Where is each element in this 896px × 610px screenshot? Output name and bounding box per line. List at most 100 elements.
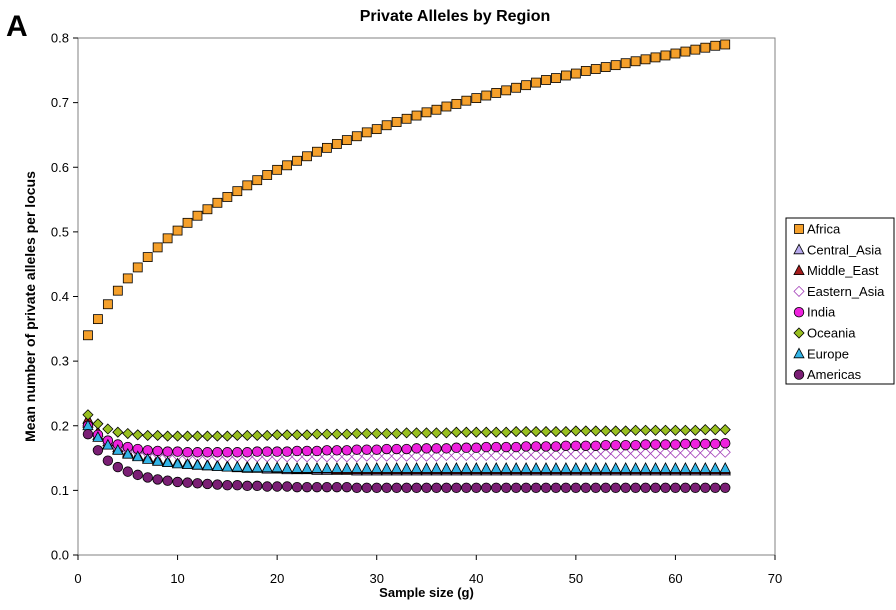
point-africa-50 [570, 68, 581, 79]
point-oceania-20 [271, 429, 283, 441]
point-europe-53 [600, 462, 612, 473]
point-africa-25 [322, 142, 332, 153]
point-americas-28 [351, 482, 363, 493]
point-oceania-3 [102, 423, 114, 435]
point-oceania-49 [560, 426, 572, 438]
point-europe-5 [122, 447, 134, 459]
point-oceania-27 [341, 428, 353, 440]
point-india-57 [640, 439, 651, 450]
legend-marker-central-asia [793, 243, 805, 255]
point-africa-35 [421, 107, 432, 118]
point-africa-20 [272, 164, 283, 175]
point-eastern-asia-43 [500, 449, 512, 461]
point-india-56 [630, 439, 641, 451]
point-eastern-asia-60 [669, 447, 681, 459]
point-africa-7 [142, 252, 153, 262]
point-americas-15 [222, 480, 233, 491]
point-india-65 [720, 437, 731, 449]
point-americas-31 [381, 482, 392, 493]
point-oceania-53 [600, 425, 612, 437]
point-oceania-30 [371, 427, 383, 440]
point-africa-59 [660, 50, 671, 61]
point-india-58 [650, 439, 661, 450]
point-africa-17 [242, 180, 253, 191]
point-oceania-13 [201, 430, 214, 442]
point-americas-39 [461, 482, 472, 493]
point-oceania-14 [211, 430, 223, 442]
point-africa-11 [182, 217, 193, 228]
point-oceania-38 [450, 426, 462, 438]
point-eastern-asia-47 [540, 449, 552, 461]
x-axis-title: Sample size (g) [379, 585, 474, 600]
legend-label-india: India [807, 305, 836, 320]
point-americas-62 [690, 482, 701, 493]
point-africa-2 [93, 314, 103, 325]
point-africa-49 [561, 70, 571, 81]
point-americas-63 [700, 482, 711, 493]
point-africa-5 [122, 273, 133, 284]
point-americas-40 [471, 482, 482, 493]
point-oceania-65 [719, 424, 731, 436]
point-oceania-26 [331, 428, 343, 440]
y-axis-title: Mean number of private alleles per locus [22, 171, 38, 442]
point-oceania-15 [221, 430, 233, 442]
point-africa-33 [401, 113, 412, 124]
point-oceania-55 [620, 425, 632, 437]
y-tick-label-2: 0.2 [51, 418, 69, 433]
point-americas-6 [132, 469, 143, 481]
point-europe-61 [679, 462, 692, 473]
legend-marker-middle-east [793, 264, 805, 276]
point-india-54 [610, 439, 621, 451]
point-europe-46 [530, 462, 542, 473]
point-africa-51 [580, 66, 591, 76]
point-europe-15 [221, 460, 234, 472]
legend-marker-oceania [793, 327, 805, 339]
x-tick-label-0: 0 [74, 571, 81, 586]
point-eastern-asia-32 [391, 450, 403, 462]
point-india-10 [172, 446, 183, 457]
point-americas-57 [640, 482, 651, 493]
point-africa-47 [541, 75, 551, 85]
point-india-28 [351, 444, 363, 455]
legend-label-europe: Europe [807, 346, 849, 361]
point-india-50 [570, 440, 582, 451]
point-india-33 [401, 443, 412, 455]
series-africa [83, 39, 731, 341]
point-india-16 [232, 447, 243, 458]
point-europe-20 [271, 461, 283, 473]
point-eastern-asia-53 [600, 448, 612, 460]
x-tick-label-3: 30 [369, 571, 383, 586]
y-tick-label-5: 0.5 [51, 224, 69, 239]
point-india-12 [192, 447, 203, 458]
point-india-32 [391, 443, 402, 455]
point-africa-34 [411, 110, 422, 121]
point-oceania-17 [241, 429, 253, 442]
point-oceania-32 [391, 427, 403, 440]
point-africa-28 [351, 131, 362, 142]
point-eastern-asia-56 [630, 447, 642, 460]
point-india-23 [301, 445, 313, 457]
point-americas-29 [361, 482, 372, 493]
point-africa-52 [590, 64, 601, 74]
legend-label-africa: Africa [807, 222, 841, 237]
point-oceania-61 [679, 424, 691, 436]
series-europe [82, 419, 731, 473]
point-oceania-31 [381, 427, 393, 440]
point-oceania-18 [251, 429, 263, 442]
point-oceania-19 [261, 429, 273, 442]
point-americas-60 [670, 482, 681, 493]
point-africa-45 [521, 80, 531, 91]
point-eastern-asia-51 [580, 448, 592, 460]
point-europe-37 [440, 462, 453, 473]
x-tick-label-7: 70 [768, 571, 782, 586]
point-eastern-asia-35 [420, 450, 433, 462]
point-eastern-asia-48 [550, 449, 562, 461]
point-india-27 [341, 445, 353, 456]
point-europe-28 [351, 462, 363, 473]
point-oceania-33 [401, 427, 413, 439]
point-africa-14 [212, 197, 223, 208]
point-india-17 [242, 447, 253, 458]
point-europe-58 [649, 462, 662, 473]
point-americas-32 [391, 482, 402, 493]
